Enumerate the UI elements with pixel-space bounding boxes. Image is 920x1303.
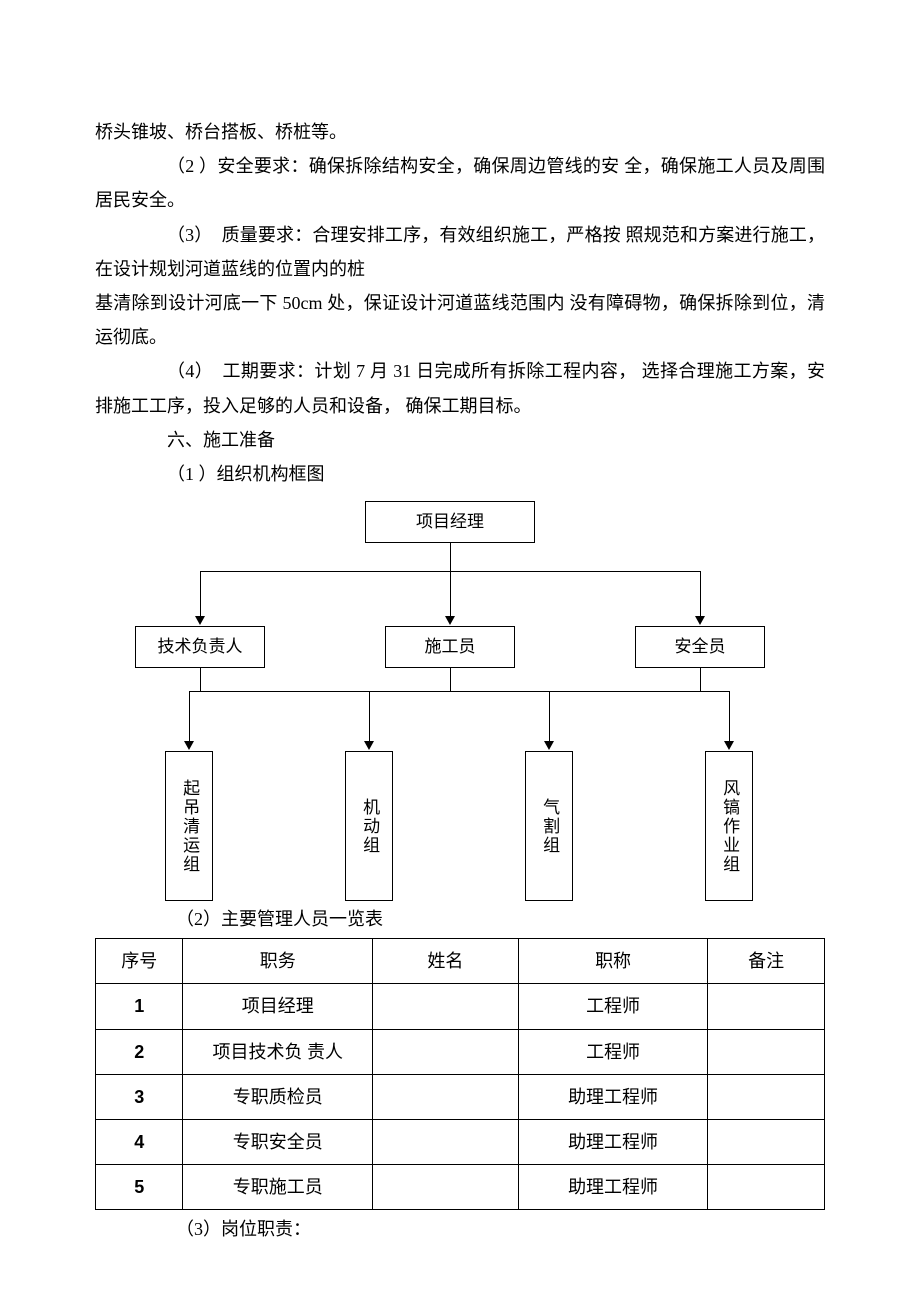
- table-row: 2 项目技术负 责人 工程师: [96, 1029, 825, 1074]
- orgchart-node-label: 技术负责人: [158, 631, 243, 663]
- table-cell: [373, 1029, 519, 1074]
- connector-line: [189, 691, 190, 741]
- table-cell: 工程师: [518, 984, 708, 1029]
- orgchart-node-label: 安全员: [675, 631, 726, 663]
- arrow-down-icon: [724, 741, 734, 750]
- arrow-down-icon: [544, 741, 554, 750]
- table-cell: 项目经理: [183, 984, 373, 1029]
- table-cell: 专职质检员: [183, 1074, 373, 1119]
- connector-line: [700, 668, 701, 691]
- orgchart-node-mid3: 安全员: [635, 626, 765, 668]
- table-row: 3 专职质检员 助理工程师: [96, 1074, 825, 1119]
- table-cell: 助理工程师: [518, 1120, 708, 1165]
- management-table: 序号 职务 姓名 职称 备注 1 项目经理 工程师 2 项目技术负 责人 工程师: [95, 938, 825, 1210]
- table-cell: [373, 1165, 519, 1210]
- arrow-down-icon: [364, 741, 374, 750]
- paragraph: 基清除到设计河底一下 50cm 处，保证设计河道蓝线范围内 没有障碍物，确保拆除…: [95, 286, 825, 354]
- table-header-cell: 姓名: [373, 939, 519, 984]
- table-cell: [373, 1120, 519, 1165]
- orgchart-node-label: 风镐作业组: [713, 779, 745, 874]
- table-row: 4 专职安全员 助理工程师: [96, 1120, 825, 1165]
- arrow-down-icon: [445, 616, 455, 625]
- connector-line: [450, 668, 451, 691]
- table-cell: [708, 1029, 825, 1074]
- orgchart-node-label: 项目经理: [416, 506, 484, 538]
- connector-line: [450, 571, 451, 616]
- orgchart-node-label: 气割组: [533, 798, 565, 855]
- table-row: 5 专职施工员 助理工程师: [96, 1165, 825, 1210]
- connector-line: [700, 571, 701, 616]
- orgchart-node-mid2: 施工员: [385, 626, 515, 668]
- arrow-down-icon: [184, 741, 194, 750]
- orgchart-node-bot3: 气割组: [525, 751, 573, 901]
- arrow-down-icon: [695, 616, 705, 625]
- table-cell: 助理工程师: [518, 1165, 708, 1210]
- orgchart-node-label: 起吊清运组: [173, 779, 205, 874]
- orgchart-node-mid1: 技术负责人: [135, 626, 265, 668]
- orgchart-node-bot2: 机动组: [345, 751, 393, 901]
- heading-section: 六、施工准备: [95, 423, 825, 457]
- table-cell: 2: [96, 1029, 183, 1074]
- table-cell: 3: [96, 1074, 183, 1119]
- orgchart-node-label: 施工员: [425, 631, 476, 663]
- connector-line: [450, 543, 451, 571]
- paragraph: （4） 工期要求：计划 7 月 31 日完成所有拆除工程内容， 选择合理施工方案…: [95, 354, 825, 422]
- table-cell: 1: [96, 984, 183, 1029]
- connector-line: [189, 691, 729, 692]
- table-cell: 4: [96, 1120, 183, 1165]
- table-cell: 5: [96, 1165, 183, 1210]
- paragraph: （3） 质量要求：合理安排工序，有效组织施工，严格按 照规范和方案进行施工，在设…: [95, 218, 825, 286]
- orgchart-node-label: 机动组: [353, 798, 385, 855]
- table-cell: [373, 984, 519, 1029]
- table-cell: 专职安全员: [183, 1120, 373, 1165]
- orgchart-node-bot4: 风镐作业组: [705, 751, 753, 901]
- table-header-row: 序号 职务 姓名 职称 备注: [96, 939, 825, 984]
- connector-line: [200, 571, 201, 616]
- table-header-cell: 备注: [708, 939, 825, 984]
- orgchart-node-bot1: 起吊清运组: [165, 751, 213, 901]
- table-cell: [708, 1165, 825, 1210]
- table-header-cell: 职务: [183, 939, 373, 984]
- paragraph: （2 ）安全要求：确保拆除结构安全，确保周边管线的安 全，确保施工人员及周围居民…: [95, 149, 825, 217]
- arrow-down-icon: [195, 616, 205, 625]
- table-cell: 工程师: [518, 1029, 708, 1074]
- heading-subsection: （3）岗位职责：: [95, 1212, 825, 1246]
- document-page: 桥头锥坡、桥台搭板、桥桩等。 （2 ）安全要求：确保拆除结构安全，确保周边管线的…: [0, 0, 920, 1303]
- table-cell: 项目技术负 责人: [183, 1029, 373, 1074]
- connector-line: [369, 691, 370, 741]
- table-cell: [708, 1120, 825, 1165]
- heading-subsection: （1 ）组织机构框图: [95, 457, 825, 491]
- table-cell: 助理工程师: [518, 1074, 708, 1119]
- heading-subsection: （2）主要管理人员一览表: [95, 902, 825, 936]
- table-header-cell: 序号: [96, 939, 183, 984]
- connector-line: [729, 691, 730, 741]
- table-cell: [708, 1074, 825, 1119]
- connector-line: [200, 668, 201, 691]
- table-cell: [373, 1074, 519, 1119]
- paragraph: 桥头锥坡、桥台搭板、桥桩等。: [95, 115, 825, 149]
- table-row: 1 项目经理 工程师: [96, 984, 825, 1029]
- table-header-cell: 职称: [518, 939, 708, 984]
- table-cell: [708, 984, 825, 1029]
- org-chart: 项目经理 技术负责人 施工员 安全员: [95, 501, 825, 906]
- connector-line: [549, 691, 550, 741]
- table-cell: 专职施工员: [183, 1165, 373, 1210]
- orgchart-node-top: 项目经理: [365, 501, 535, 543]
